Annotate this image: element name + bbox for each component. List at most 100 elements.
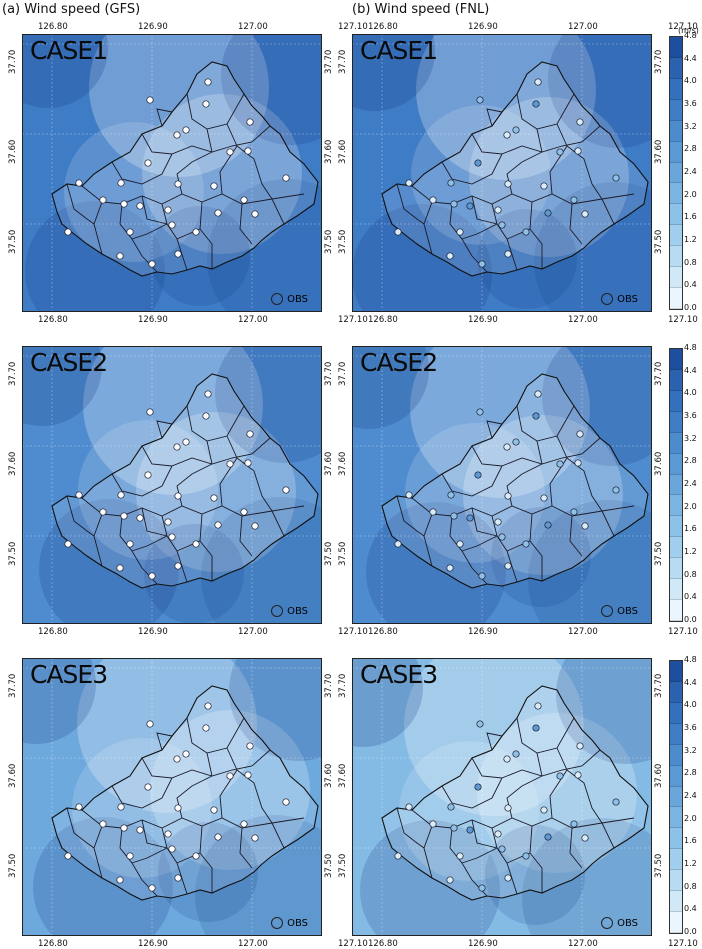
wind-field-contour <box>33 817 173 936</box>
obs-station-marker <box>117 179 125 187</box>
lat-tick-label: 37.70 <box>324 361 334 386</box>
district-boundary <box>239 203 253 245</box>
district-boundary <box>206 128 213 153</box>
obs-station-marker <box>75 803 83 811</box>
obs-station-marker <box>174 804 182 812</box>
obs-station-marker <box>246 742 254 750</box>
district-boundary <box>461 847 498 864</box>
colorbar-tick-label: 3.6 <box>684 723 697 732</box>
wind-field-contour <box>136 412 296 572</box>
wind-field-contour <box>352 346 429 429</box>
wind-field-contour <box>229 658 322 761</box>
colorbar-segment <box>670 99 682 121</box>
lon-tick-label: 126.90 <box>468 939 498 949</box>
obs-station-marker <box>570 196 578 204</box>
map-svg <box>352 658 652 936</box>
colorbar-tick-label: 0.8 <box>684 257 697 267</box>
obs-station-marker <box>64 540 72 548</box>
obs-station-marker <box>144 783 152 791</box>
colorbar-segment <box>670 765 682 787</box>
obs-station-marker <box>126 228 134 236</box>
colorbar-tick-label: 4.8 <box>684 31 697 40</box>
obs-station-marker <box>136 514 144 522</box>
district-boundary <box>141 819 168 849</box>
obs-station-marker <box>282 174 290 182</box>
obs-station-marker <box>556 772 564 780</box>
obs-station-marker <box>534 78 542 86</box>
lon-tick-label: 126.80 <box>38 315 68 325</box>
obs-station-marker <box>570 508 578 516</box>
lat-tick-label: 37.70 <box>654 49 664 74</box>
wind-field-contour <box>548 34 652 148</box>
colorbar-segment <box>670 744 682 766</box>
colorbar-tick-label: 4.4 <box>684 365 697 375</box>
wind-field-contour <box>22 34 108 108</box>
colorbar-tick-label: 4.4 <box>684 53 697 63</box>
obs-station-marker <box>544 521 552 529</box>
colorbar-segment <box>670 558 682 580</box>
district-boundary <box>131 223 168 240</box>
wind-field-contour <box>405 423 545 563</box>
obs-station-marker <box>204 390 212 398</box>
lat-tick-label: 37.50 <box>654 229 664 254</box>
obs-station-marker <box>494 830 502 838</box>
colorbar-segment <box>670 786 682 808</box>
colorbar-tick-label: 0.4 <box>684 280 697 290</box>
lat-tick-label: 37.50 <box>324 229 334 254</box>
colorbar-segment <box>670 267 682 289</box>
lat-tick-label: 37.60 <box>338 763 348 788</box>
colorbar-tick-label: 3.2 <box>684 433 697 443</box>
obs-station-marker <box>556 460 564 468</box>
colorbar-segment <box>670 702 682 724</box>
district-boundary <box>66 495 95 537</box>
district-boundary <box>461 535 498 552</box>
obs-station-marker <box>144 471 152 479</box>
seoul-boundary <box>381 61 649 277</box>
lat-tick-label: 37.50 <box>8 229 18 254</box>
obs-legend-circle-icon <box>601 605 614 617</box>
obs-station-marker <box>476 408 484 416</box>
district-boundary <box>226 435 273 512</box>
district-boundary <box>529 825 543 893</box>
obs-station-marker <box>574 459 582 467</box>
wind-field-contour <box>22 658 96 744</box>
obs-station-marker <box>446 876 454 884</box>
district-boundary <box>569 203 583 245</box>
district-boundary <box>556 123 603 200</box>
obs-station-marker <box>202 724 210 732</box>
obs-station-marker <box>146 408 154 416</box>
district-boundary <box>199 513 213 581</box>
colorbar-segment <box>670 537 682 559</box>
obs-station-marker <box>405 179 413 187</box>
obs-station-marker <box>173 443 181 451</box>
obs-legend: OBS <box>601 605 638 617</box>
title-fnl: (b) Wind speed (FNL) <box>352 2 490 17</box>
obs-station-marker <box>99 508 107 516</box>
district-boundary <box>131 535 168 552</box>
obs-station-marker <box>466 514 474 522</box>
obs-station-marker <box>494 206 502 214</box>
obs-station-marker <box>246 430 254 438</box>
obs-station-marker <box>168 845 176 853</box>
district-boundary <box>226 747 273 824</box>
obs-station-marker <box>136 202 144 210</box>
wind-field-contour <box>22 346 102 426</box>
district-boundary <box>161 827 188 895</box>
colorbar-segment <box>670 516 682 538</box>
obs-station-marker <box>498 533 506 541</box>
obs-station-marker <box>136 826 144 834</box>
lon-tick-label: 126.80 <box>38 939 68 949</box>
district-boundary <box>556 747 603 824</box>
obs-station-marker <box>251 834 259 842</box>
lat-tick-label: 37.60 <box>324 139 334 164</box>
lon-tick-label: 127.10 <box>668 315 698 325</box>
colorbar-segment <box>670 432 682 454</box>
lat-tick-label: 37.60 <box>8 451 18 476</box>
obs-station-marker <box>164 206 172 214</box>
obs-station-marker <box>168 533 176 541</box>
obs-station-marker <box>148 260 156 268</box>
obs-station-marker <box>182 750 190 758</box>
obs-station-marker <box>210 182 218 190</box>
colorbar-segment <box>670 453 682 475</box>
obs-station-marker <box>116 564 124 572</box>
